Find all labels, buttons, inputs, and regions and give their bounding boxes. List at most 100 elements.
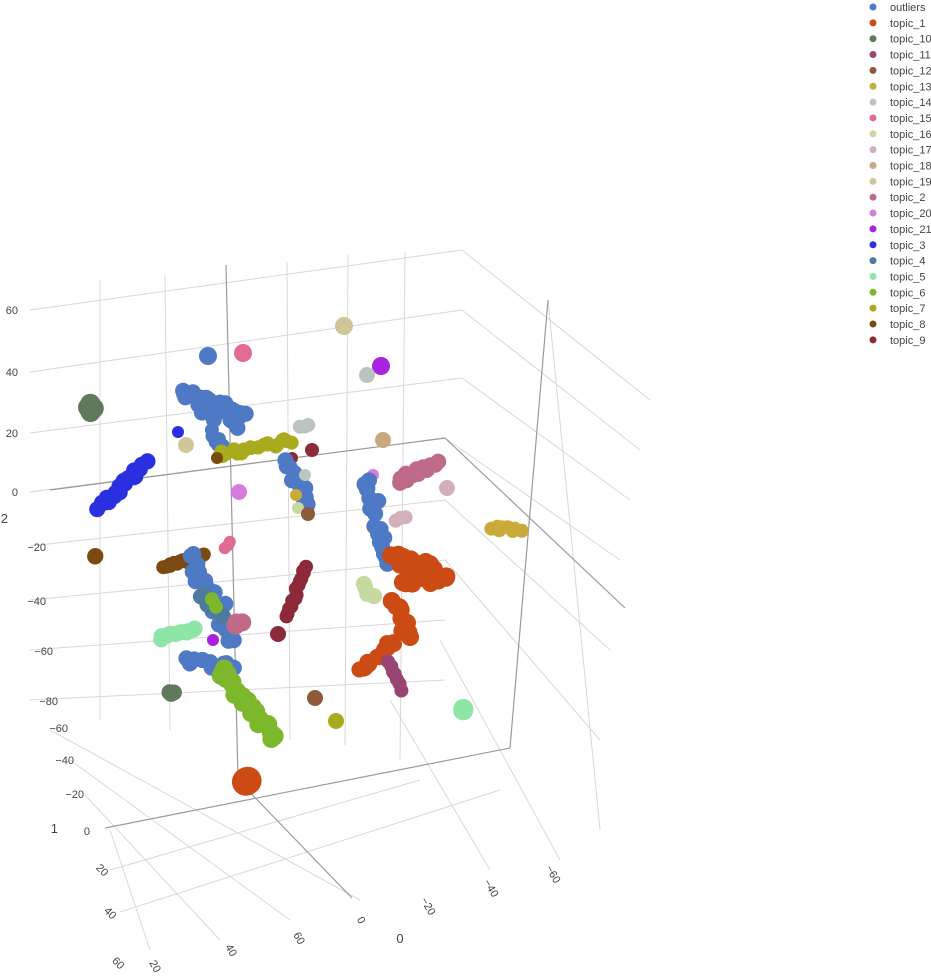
legend-label: topic_3 [890, 240, 925, 252]
outliers-point [225, 632, 242, 649]
legend-marker [869, 288, 877, 296]
outliers-point [214, 397, 230, 414]
z-tick-label: −80 [39, 696, 58, 708]
z-tick-label: −60 [34, 646, 53, 658]
legend-label: topic_13 [890, 81, 931, 93]
axis-lines [49, 264, 626, 899]
legend-label: topic_4 [890, 256, 925, 268]
outliers-point [229, 419, 246, 436]
legend[interactable]: outliers topic_1 topic_10 topic_11 topic_12t… [869, 2, 931, 347]
legend-label: topic_7 [890, 303, 925, 315]
legend-item-topic_13[interactable]: topic_13 [869, 81, 931, 93]
y-tick-label: −20 [418, 895, 438, 917]
topic_19-point [178, 437, 194, 453]
legend-item-topic_19[interactable]: topic_19 [869, 176, 931, 188]
legend-item-topic_6[interactable]: topic_6 [869, 287, 926, 299]
legend-item-topic_18[interactable]: topic_18 [869, 161, 931, 173]
legend-label: topic_16 [890, 129, 931, 141]
y-tick-label: −60 [543, 863, 563, 885]
legend-label: topic_11 [890, 50, 931, 62]
topic_5-point [186, 620, 203, 637]
legend-item-topic_9[interactable]: topic_9 [869, 335, 926, 347]
topic_18-point [375, 432, 391, 448]
legend-item-topic_7[interactable]: topic_7 [869, 303, 926, 315]
legend-item-topic_15[interactable]: topic_15 [869, 113, 931, 125]
legend-marker [869, 209, 877, 217]
x-tick-label: 60 [109, 955, 126, 972]
legend-marker [869, 114, 877, 122]
legend-marker [869, 98, 877, 106]
outliers-point [237, 405, 254, 422]
legend-marker [869, 257, 877, 265]
legend-label: topic_21 [890, 224, 931, 236]
legend-item-topic_2[interactable]: topic_2 [869, 192, 926, 204]
topic_14-point [359, 367, 375, 383]
topic_9-point [305, 443, 319, 457]
legend-marker [869, 272, 877, 280]
data-points [78, 317, 529, 796]
z-tick-label: −20 [27, 542, 46, 554]
legend-marker [869, 241, 877, 249]
topic_13-point [514, 523, 529, 538]
legend-item-topic_14[interactable]: topic_14 [869, 97, 931, 109]
legend-marker [869, 320, 877, 328]
legend-item-topic_10[interactable]: topic_10 [869, 34, 931, 46]
legend-item-topic_16[interactable]: topic_16 [869, 129, 931, 141]
z-tick-label: 40 [6, 367, 18, 379]
legend-label: topic_2 [890, 192, 925, 204]
legend-marker [869, 146, 877, 154]
legend-label: topic_10 [890, 34, 931, 46]
legend-item-topic_5[interactable]: topic_5 [869, 271, 926, 283]
legend-marker [869, 66, 877, 74]
topic_2-point [430, 453, 447, 470]
y-tick-label: 20 [146, 958, 163, 975]
x-tick-label: 20 [93, 862, 110, 879]
y-axis-title: 0 [396, 931, 403, 946]
topic_21-point [207, 634, 219, 646]
topic_15-point [234, 344, 252, 362]
grid-lines [29, 249, 651, 951]
legend-marker [869, 336, 877, 344]
topic_10-point [80, 402, 101, 422]
legend-item-topic_21[interactable]: topic_21 [869, 224, 931, 236]
legend-item-topic_20[interactable]: topic_20 [869, 208, 931, 220]
outliers-point [198, 391, 215, 408]
x-tick-label: −20 [65, 789, 84, 801]
legend-label: topic_6 [890, 287, 925, 299]
legend-item-topic_4[interactable]: topic_4 [869, 256, 926, 268]
legend-item-topic_3[interactable]: topic_3 [869, 240, 926, 252]
topic_17-point [398, 510, 413, 525]
legend-label: topic_17 [890, 145, 931, 157]
topic_12-point [301, 507, 315, 521]
legend-marker [869, 51, 877, 59]
topic_19-point [335, 317, 353, 335]
topic_8-point [87, 548, 104, 564]
legend-label: topic_19 [890, 176, 931, 188]
legend-item-topic_11[interactable]: topic_11 [869, 50, 931, 62]
legend-item-topic_8[interactable]: topic_8 [869, 319, 926, 331]
legend-marker [869, 3, 877, 11]
topic_1-point [231, 767, 260, 796]
y-tick-label: 60 [290, 930, 307, 947]
x-axis-title: 1 [51, 821, 58, 836]
legend-item-outliers[interactable]: outliers [869, 2, 926, 14]
y-tick-label: 40 [222, 942, 239, 959]
topic_11-point [394, 683, 409, 698]
topic_16-point [292, 502, 304, 514]
topic_12-point [307, 690, 323, 706]
legend-label: topic_12 [890, 65, 931, 77]
topic_9-point [270, 626, 286, 642]
legend-marker [869, 162, 877, 169]
legend-item-topic_12[interactable]: topic_12 [869, 65, 931, 77]
topic_17-point [439, 480, 455, 496]
topic_16-point [366, 588, 383, 605]
legend-label: topic_20 [890, 208, 931, 220]
x-tick-label: −60 [49, 723, 68, 735]
topic_6-point [265, 727, 284, 745]
legend-item-topic_1[interactable]: topic_1 [869, 18, 926, 30]
legend-item-topic_17[interactable]: topic_17 [869, 145, 931, 157]
legend-marker [869, 193, 877, 201]
topic_8-point [211, 452, 223, 464]
topic_10-point [165, 684, 182, 701]
